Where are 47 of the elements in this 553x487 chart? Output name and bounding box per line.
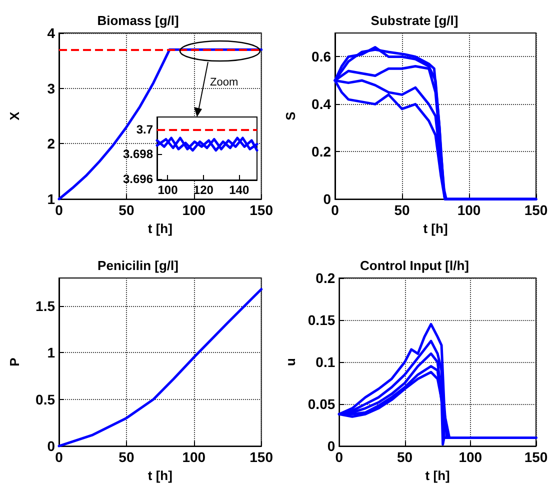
y-tick-label: 0.6 [312, 48, 332, 65]
chart-title: Control Input [l/h] [360, 258, 470, 273]
y-tick-label: 0.2 [312, 144, 332, 160]
chart-title: Substrate [g/l] [370, 13, 458, 28]
x-tick-label: 100 [182, 449, 206, 466]
x-tick-label: 120 [193, 183, 214, 197]
x-tick-label: 150 [250, 449, 274, 466]
x-tick-label: 150 [250, 202, 274, 218]
y-tick-label: 0.1 [316, 354, 336, 370]
x-axis-title: t [h] [423, 221, 448, 236]
annotation: Zoom [210, 76, 238, 88]
x-tick-label: 150 [524, 449, 548, 466]
y-tick-label: 0.2 [316, 270, 336, 286]
x-tick-label: 100 [158, 183, 178, 197]
y-axis-title: S [283, 111, 298, 120]
y-tick-label: 0.15 [308, 312, 336, 328]
y-tick-label: 0 [47, 438, 56, 454]
x-tick-label: 100 [457, 202, 481, 218]
y-tick-label: 0.05 [308, 396, 336, 412]
y-tick-label: 2 [47, 136, 56, 152]
y-tick-label: 0.4 [312, 96, 332, 112]
x-tick-label: 100 [182, 202, 206, 218]
y-tick-label: 3.7 [136, 122, 154, 136]
y-tick-label: 3.698 [123, 147, 154, 162]
y-tick-label: 1 [47, 191, 56, 208]
y-axis-title: u [283, 358, 298, 366]
x-tick-label: 50 [118, 449, 134, 466]
x-axis-title: t [h] [148, 221, 172, 236]
x-tick-label: 50 [394, 202, 410, 218]
x-tick-label: 50 [396, 449, 413, 466]
y-tick-label: 1.5 [36, 298, 56, 314]
y-tick-label: 4 [47, 25, 56, 41]
chart-title: Biomass [g/l] [97, 13, 179, 28]
y-axis-title: X [7, 111, 22, 120]
y-tick-label: 0 [327, 438, 336, 454]
y-tick-label: 3.696 [123, 172, 154, 186]
x-axis-title: t [h] [148, 468, 172, 483]
y-axis-title: P [7, 357, 22, 366]
y-tick-label: 3 [47, 80, 56, 96]
x-tick-label: 150 [524, 202, 548, 218]
y-tick-label: 1 [47, 344, 56, 361]
y-tick-label: 0.5 [36, 391, 56, 408]
x-tick-label: 100 [458, 449, 482, 466]
chart-title: Penicilin [g/l] [98, 258, 178, 273]
x-tick-label: 50 [118, 202, 134, 218]
x-axis-title: t [h] [425, 468, 450, 483]
x-tick-label: 140 [229, 183, 250, 197]
